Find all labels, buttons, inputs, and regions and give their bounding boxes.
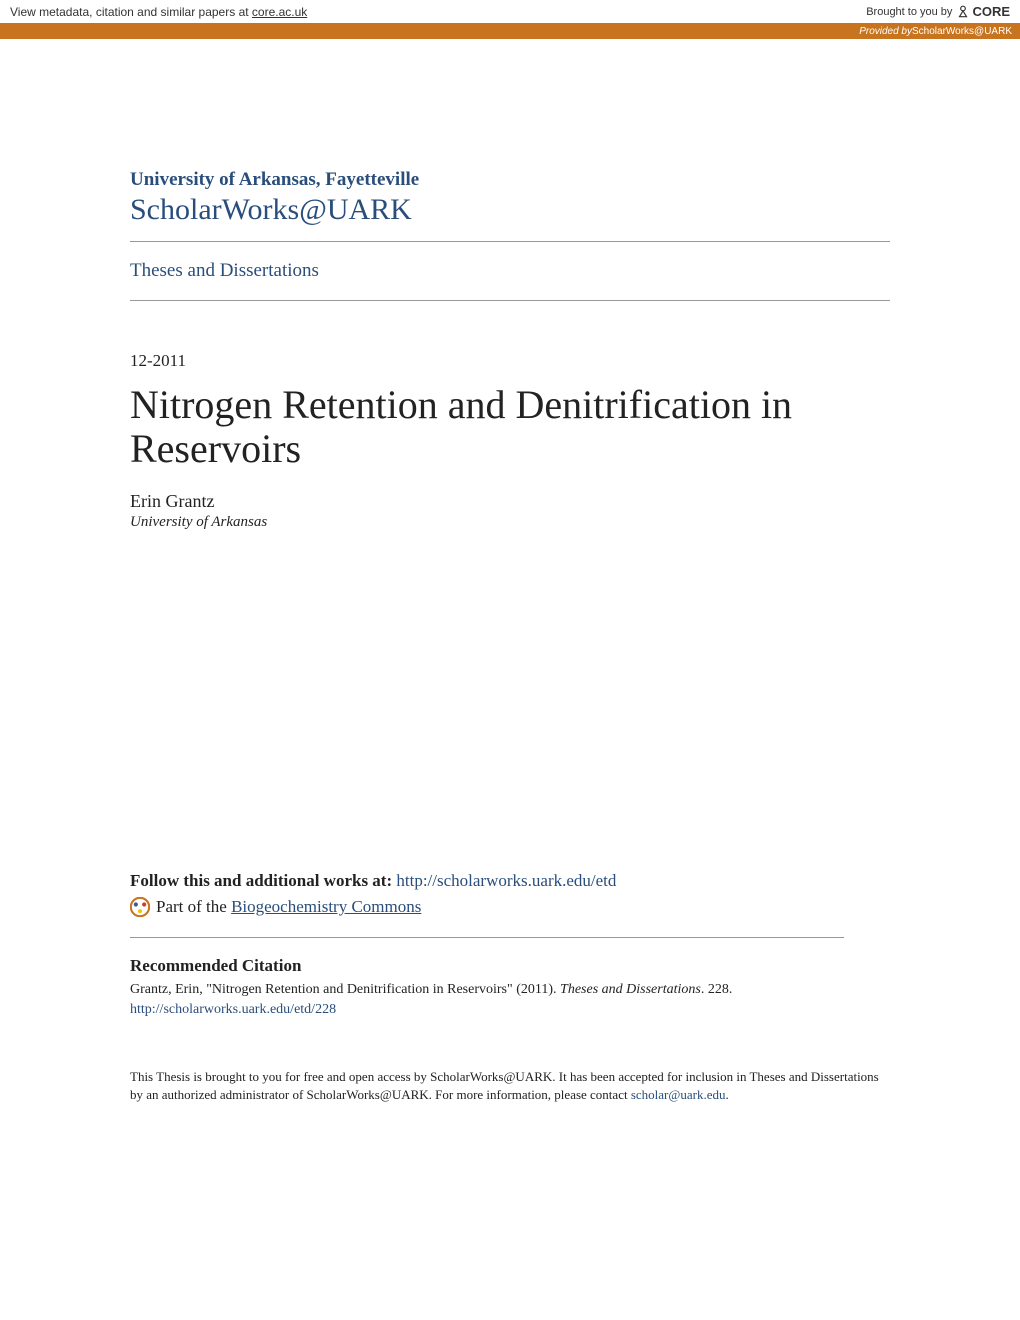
footer-part2: . bbox=[725, 1087, 728, 1102]
document-author: Erin Grantz bbox=[130, 491, 890, 512]
orange-provider-bar: Provided by ScholarWorks@UARK bbox=[0, 23, 1020, 39]
document-date: 12-2011 bbox=[130, 351, 890, 371]
repository-name[interactable]: ScholarWorks@UARK bbox=[130, 193, 890, 227]
document-content: University of Arkansas, Fayetteville Sch… bbox=[0, 39, 1020, 1104]
network-icon bbox=[130, 897, 150, 917]
follow-label: Follow this and additional works at: bbox=[130, 871, 396, 890]
provided-by-label: Provided by bbox=[859, 26, 912, 37]
core-icon bbox=[956, 5, 970, 19]
provider-name: ScholarWorks@UARK bbox=[912, 26, 1012, 37]
metadata-prefix: View metadata, citation and similar pape… bbox=[10, 5, 252, 19]
core-brand-text: CORE bbox=[972, 4, 1010, 19]
brought-by-section: Brought to you by CORE bbox=[866, 4, 1010, 19]
part-of-prefix: Part of the bbox=[156, 897, 231, 916]
divider-2 bbox=[130, 300, 890, 301]
citation-prefix: Grantz, Erin, "Nitrogen Retention and De… bbox=[130, 982, 560, 997]
metadata-text: View metadata, citation and similar pape… bbox=[10, 5, 307, 19]
university-name: University of Arkansas, Fayetteville bbox=[130, 169, 890, 191]
content-spacer bbox=[130, 531, 890, 871]
divider-3 bbox=[130, 937, 844, 938]
commons-link[interactable]: Biogeochemistry Commons bbox=[231, 897, 421, 916]
part-of-section: Part of the Biogeochemistry Commons bbox=[130, 897, 890, 917]
citation-suffix: . 228. bbox=[701, 982, 733, 997]
citation-url[interactable]: http://scholarworks.uark.edu/etd/228 bbox=[130, 1002, 890, 1018]
core-logo[interactable]: CORE bbox=[956, 4, 1010, 19]
citation-series: Theses and Dissertations bbox=[560, 982, 701, 997]
author-affiliation: University of Arkansas bbox=[130, 514, 890, 531]
contact-email[interactable]: scholar@uark.edu bbox=[631, 1087, 726, 1102]
core-link[interactable]: core.ac.uk bbox=[252, 5, 307, 19]
brought-by-text: Brought to you by bbox=[866, 6, 952, 18]
footer-part1: This Thesis is brought to you for free a… bbox=[130, 1069, 879, 1102]
follow-section: Follow this and additional works at: htt… bbox=[130, 871, 890, 891]
collection-link[interactable]: Theses and Dissertations bbox=[130, 242, 890, 300]
footer-text: This Thesis is brought to you for free a… bbox=[130, 1068, 890, 1104]
citation-text: Grantz, Erin, "Nitrogen Retention and De… bbox=[130, 980, 890, 1000]
top-banner: View metadata, citation and similar pape… bbox=[0, 0, 1020, 23]
document-title: Nitrogen Retention and Denitrification i… bbox=[130, 383, 890, 471]
follow-url[interactable]: http://scholarworks.uark.edu/etd bbox=[396, 871, 616, 890]
citation-header: Recommended Citation bbox=[130, 956, 890, 976]
